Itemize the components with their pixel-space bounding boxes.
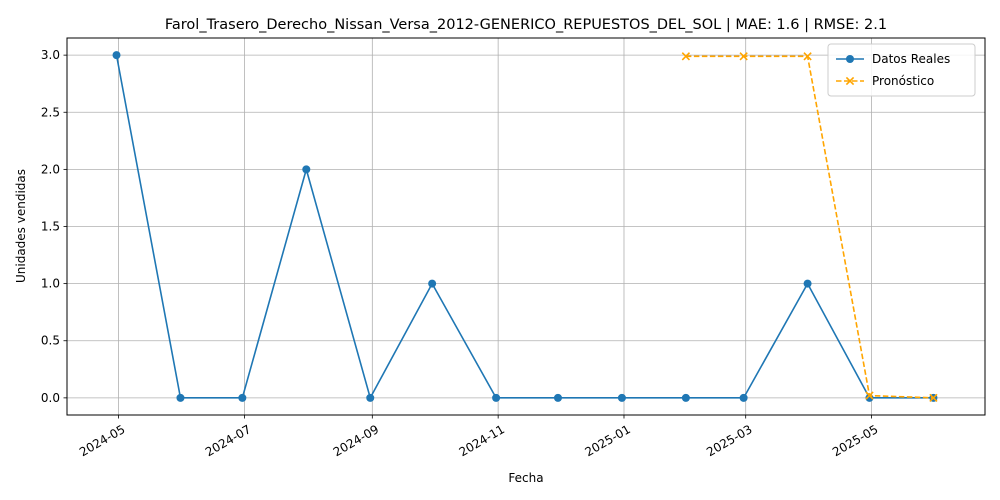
data-point	[739, 393, 748, 402]
y-tick-label: 3.0	[41, 48, 60, 62]
x-tick-label: 2024-11	[457, 422, 507, 459]
legend-box	[827, 43, 976, 97]
y-tick-label: 2.5	[41, 105, 60, 119]
data-point	[865, 391, 874, 400]
series-layer	[112, 51, 938, 403]
y-axis: 0.0 0.5 1.0 1.5 2.0 2.5 3.0	[41, 48, 67, 405]
data-point	[617, 393, 626, 402]
data-point	[176, 393, 185, 402]
legend-item: Datos Reales	[836, 52, 950, 66]
x-tick-label: 2025-03	[704, 422, 754, 459]
data-point	[492, 393, 501, 402]
legend-label: Datos Reales	[872, 52, 950, 66]
data-point	[681, 52, 691, 61]
data-point	[681, 393, 690, 402]
y-tick-label: 0.0	[41, 391, 60, 405]
legend-marker	[846, 55, 854, 63]
series-1	[681, 52, 938, 403]
y-tick-label: 2.0	[41, 162, 60, 176]
data-point	[803, 52, 812, 61]
y-tick-label: 1.0	[41, 277, 60, 291]
x-axis: 2024-05 2024-07 2024-09 2024-11 2025-01 2025-…	[77, 415, 880, 459]
x-tick-label: 2024-09	[331, 422, 381, 459]
x-tick-label: 2025-01	[582, 422, 632, 459]
chart-title: Farol_Trasero_Derecho_Nissan_Versa_2012-…	[165, 17, 887, 33]
legend-marker	[845, 76, 855, 86]
legend-item: Pronóstico	[836, 74, 934, 88]
y-tick-label: 0.5	[41, 334, 60, 348]
data-point	[428, 279, 437, 288]
data-point	[366, 393, 375, 402]
series-line	[685, 55, 934, 399]
legend-label: Pronóstico	[872, 74, 934, 88]
x-tick-label: 2025-05	[830, 422, 880, 459]
data-point	[803, 279, 812, 288]
x-axis-title: Fecha	[508, 471, 543, 485]
series-line	[115, 54, 934, 400]
data-point	[302, 165, 311, 174]
x-tick-label: 2024-05	[77, 422, 127, 459]
data-point	[739, 52, 748, 61]
y-axis-title: Unidades vendidas	[14, 169, 28, 283]
data-point	[112, 51, 121, 60]
data-point	[238, 393, 247, 402]
grid	[67, 38, 985, 415]
data-point	[929, 393, 938, 403]
data-point	[553, 393, 562, 402]
x-tick-label: 2024-07	[203, 422, 253, 459]
legend: Datos Reales Pronóstico	[827, 43, 976, 97]
y-tick-label: 1.5	[41, 220, 60, 234]
